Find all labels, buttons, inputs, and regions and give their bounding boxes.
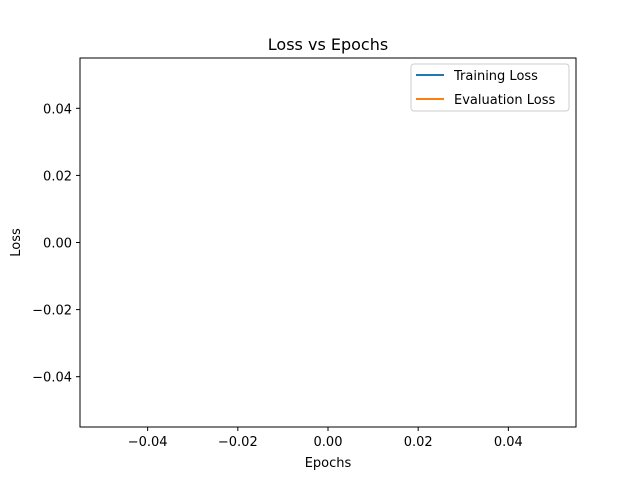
y-axis-label: Loss [9, 228, 24, 257]
legend-label-1: Evaluation Loss [454, 93, 555, 108]
y-tick-label: 0.00 [43, 237, 72, 252]
x-axis-ticks: −0.04 −0.02 0.00 0.02 0.04 [128, 427, 523, 450]
x-axis-label: Epochs [305, 456, 352, 471]
x-tick-label: 0.02 [404, 435, 433, 450]
x-tick-label: −0.02 [218, 435, 258, 450]
y-tick-label: −0.04 [32, 371, 72, 386]
x-tick-label: 0.00 [314, 435, 343, 450]
x-tick-label: 0.04 [494, 435, 523, 450]
y-tick-label: −0.02 [32, 304, 72, 319]
y-tick-label: 0.02 [43, 169, 72, 184]
legend: Training Loss Evaluation Loss [410, 63, 570, 112]
chart-title: Loss vs Epochs [268, 35, 388, 54]
legend-label-0: Training Loss [453, 69, 538, 84]
legend-box [410, 63, 570, 112]
x-tick-label: −0.04 [128, 435, 168, 450]
y-axis-ticks: −0.04 −0.02 0.00 0.02 0.04 [32, 102, 80, 386]
plot-frame [79, 57, 577, 428]
y-tick-label: 0.04 [43, 102, 72, 117]
